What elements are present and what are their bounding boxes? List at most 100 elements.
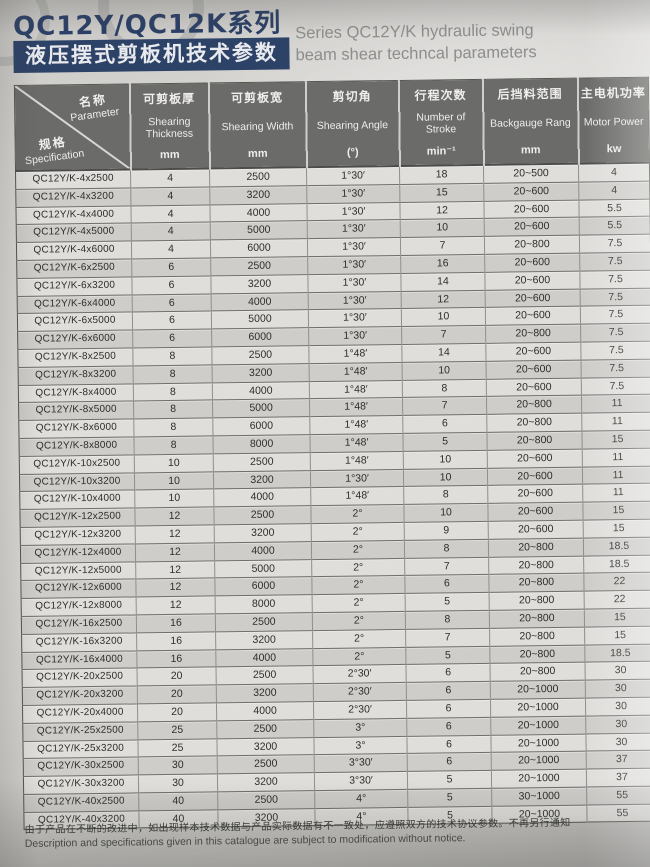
value-cell: 20~600: [485, 288, 581, 308]
value-cell: 20~600: [487, 502, 584, 522]
value-cell: 8: [402, 378, 487, 398]
table-header: 名称 Parameter 规格 Specification 可剪板厚 Shear…: [14, 77, 650, 171]
value-cell: 20: [137, 702, 217, 722]
value-cell: 12: [401, 289, 486, 309]
value-cell: 3200: [215, 630, 313, 650]
value-cell: 20~800: [489, 662, 586, 682]
value-cell: 20: [137, 685, 217, 704]
value-cell: 4000: [209, 203, 308, 223]
value-cell: 2°30′: [313, 700, 407, 720]
value-cell: 8: [403, 485, 488, 505]
value-cell: 1°30′: [308, 308, 402, 328]
model-cell: QC12Y/K-12x5000: [20, 561, 136, 581]
value-cell: 4000: [216, 701, 314, 721]
value-cell: 15: [581, 430, 650, 449]
model-cell: QC12Y/K-12x2500: [19, 508, 136, 528]
value-cell: 2°: [311, 540, 405, 560]
value-cell: 15: [399, 183, 484, 203]
value-cell: 20~600: [484, 253, 580, 273]
value-cell: 1°30′: [306, 165, 400, 186]
value-cell: 20~600: [483, 181, 579, 201]
value-cell: 7.5: [580, 287, 650, 307]
model-cell: QC12Y/K-4x2500: [15, 169, 131, 190]
value-cell: 25: [137, 720, 217, 740]
value-cell: 5: [405, 645, 490, 665]
value-cell: 2°: [311, 522, 405, 542]
value-cell: 8000: [212, 434, 311, 454]
value-cell: 7.5: [579, 252, 650, 271]
value-cell: 2°: [312, 629, 406, 649]
value-cell: 10: [403, 467, 488, 487]
value-cell: 12: [135, 524, 215, 544]
value-cell: 16: [400, 254, 485, 274]
value-cell: 3200: [214, 523, 312, 543]
value-cell: 7.5: [581, 376, 650, 396]
value-cell: 7: [405, 628, 490, 647]
value-cell: 1°30′: [307, 255, 401, 275]
model-cell: QC12Y/K-8x3200: [18, 365, 134, 386]
value-cell: 5: [407, 788, 492, 808]
value-cell: 20~800: [484, 235, 580, 255]
value-cell: 1°48′: [309, 397, 403, 417]
value-cell: 30: [138, 773, 218, 793]
model-cell: QC12Y/K-4x3200: [15, 187, 131, 208]
value-cell: 20~800: [488, 573, 585, 593]
value-cell: 2500: [210, 256, 308, 276]
value-cell: 5: [402, 432, 488, 452]
value-cell: 11: [581, 412, 650, 432]
value-cell: 2500: [216, 719, 314, 739]
model-cell: QC12Y/K-30x3200: [23, 775, 139, 795]
value-cell: 20~800: [489, 626, 585, 646]
value-cell: 15: [583, 519, 650, 538]
column-header-2: 可剪板宽 Shearing Width mm: [208, 81, 307, 169]
value-cell: 1°30′: [308, 291, 402, 311]
value-cell: 20~800: [488, 555, 584, 575]
value-cell: 11: [582, 465, 650, 485]
value-cell: 6: [132, 329, 212, 348]
value-cell: 3°: [313, 718, 407, 738]
value-cell: 18: [399, 164, 484, 185]
value-cell: 10: [403, 450, 488, 469]
column-header-6: 主电机功率 Motor Power kw: [577, 77, 650, 164]
value-cell: 1°48′: [309, 380, 403, 400]
value-cell: 20~1000: [490, 680, 586, 700]
value-cell: 2500: [213, 452, 311, 472]
value-cell: 8: [133, 435, 214, 455]
value-cell: 20~600: [487, 466, 583, 486]
value-cell: 20~800: [488, 537, 584, 557]
value-cell: 2°: [312, 611, 406, 631]
value-cell: 37: [586, 750, 650, 770]
value-cell: 10: [403, 503, 489, 523]
value-cell: 4: [131, 222, 211, 242]
value-cell: 1°30′: [306, 202, 401, 222]
value-cell: 7.5: [580, 323, 650, 343]
value-cell: 20~600: [486, 377, 582, 397]
value-cell: 3200: [209, 185, 307, 205]
value-cell: 8: [133, 382, 213, 402]
value-cell: 1°48′: [308, 344, 403, 364]
value-cell: 6: [406, 699, 491, 719]
value-cell: 2500: [213, 505, 312, 525]
value-cell: 15: [584, 625, 650, 645]
model-cell: QC12Y/K-6x2500: [16, 258, 132, 279]
value-cell: 2500: [209, 167, 307, 187]
model-cell: QC12Y/K-16x4000: [21, 650, 138, 670]
value-cell: 3°30′: [314, 753, 408, 773]
model-cell: QC12Y/K-20x4000: [22, 703, 138, 724]
value-cell: 20~800: [489, 591, 585, 611]
value-cell: 14: [400, 272, 486, 292]
value-cell: 18.5: [583, 536, 650, 556]
model-cell: QC12Y/K-10x2500: [19, 454, 135, 475]
value-cell: 20~800: [486, 413, 582, 433]
value-cell: 2°30′: [313, 682, 407, 702]
value-cell: 2°: [311, 575, 406, 595]
value-cell: 8000: [215, 594, 313, 614]
model-cell: QC12Y/K-16x3200: [21, 632, 137, 652]
value-cell: 10: [402, 361, 487, 381]
diagonal-divider: [15, 85, 130, 170]
column-header-5: 后挡料范围 Backgauge Rang mm: [482, 78, 579, 165]
value-cell: 8: [133, 400, 213, 420]
value-cell: 6000: [212, 416, 310, 436]
value-cell: 3200: [212, 363, 310, 383]
value-cell: 6: [406, 717, 491, 736]
